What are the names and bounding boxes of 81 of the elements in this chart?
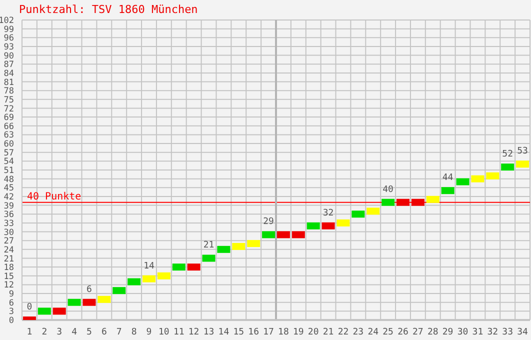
x-tick-label: 2	[42, 327, 48, 338]
x-tick-label: 21	[322, 327, 334, 338]
y-tick-label: 66	[4, 122, 14, 132]
x-tick-label: 9	[146, 327, 152, 338]
y-tick-label: 63	[4, 130, 14, 141]
x-tick-label: 29	[442, 327, 454, 338]
x-tick-label: 11	[173, 327, 184, 338]
data-label: 21	[203, 240, 214, 251]
data-label: 53	[517, 146, 528, 157]
data-label: 29	[263, 217, 274, 228]
x-tick-label: 17	[263, 327, 274, 338]
data-label: 14	[144, 261, 154, 272]
x-tick-label: 4	[72, 327, 78, 338]
data-label: 44	[442, 173, 454, 184]
x-tick-label: 14	[218, 327, 230, 338]
x-tick-label: 7	[116, 327, 122, 338]
y-tick-label: 90	[4, 51, 14, 62]
x-tick-label: 28	[427, 327, 438, 338]
y-tick-label: 6	[8, 298, 14, 308]
chart-title: Punktzahl: TSV 1860 München	[19, 3, 198, 16]
x-tick-label: 13	[203, 327, 214, 338]
data-label: 40	[382, 184, 394, 195]
y-tick-label: 3	[8, 307, 14, 318]
y-tick-label: 54	[4, 157, 14, 168]
x-tick-label: 5	[86, 327, 92, 338]
x-tick-label: 33	[502, 327, 514, 338]
x-tick-label: 16	[248, 327, 260, 338]
x-tick-label: 25	[382, 327, 394, 338]
x-tick-label: 26	[398, 327, 408, 338]
x-tick-label: 30	[457, 327, 468, 338]
y-tick-label: 48	[4, 174, 14, 185]
x-tick-label: 6	[101, 327, 107, 338]
y-tick-label: 15	[4, 272, 14, 282]
data-label: 32	[322, 208, 334, 218]
y-tick-label: 30	[4, 228, 14, 238]
y-tick-label: 75	[4, 95, 14, 106]
x-tick-label: 12	[188, 327, 200, 338]
y-tick-label: 51	[4, 166, 14, 176]
x-tick-label: 15	[233, 327, 244, 338]
data-label: 52	[502, 150, 514, 160]
y-tick-label: 9	[8, 290, 14, 300]
y-tick-label: 21	[4, 254, 14, 264]
ref-line-label: 40 Punkte	[27, 191, 82, 202]
y-tick-label: 99	[4, 24, 14, 35]
x-tick-label: 24	[368, 327, 379, 338]
x-tick-label: 31	[472, 327, 484, 338]
x-tick-label: 18	[278, 327, 289, 338]
y-tick-label: 39	[4, 201, 14, 212]
data-label: 0	[26, 302, 32, 312]
y-tick-label: 93	[4, 42, 14, 52]
x-tick-label: 1	[26, 327, 32, 338]
y-tick-label: 24	[4, 245, 14, 256]
y-tick-label: 72	[4, 104, 14, 114]
y-tick-label: 36	[4, 210, 14, 220]
data-label: 6	[86, 284, 92, 295]
y-tick-label: 33	[4, 218, 14, 229]
y-tick-label: 60	[4, 140, 14, 150]
x-tick-label: 27	[412, 327, 424, 338]
y-tick-label: 18	[4, 263, 14, 274]
y-tick-label: 57	[4, 148, 14, 158]
x-tick-label: 22	[338, 327, 349, 338]
y-tick-label: 27	[4, 236, 14, 247]
y-tick-label: 78	[4, 86, 14, 97]
y-tick-label: 96	[4, 34, 14, 44]
y-tick-label: 0	[8, 316, 14, 326]
y-tick-label: 12	[4, 280, 14, 291]
x-tick-label: 10	[158, 327, 170, 338]
x-tick-label: 19	[292, 327, 304, 338]
x-tick-label: 3	[56, 327, 62, 338]
y-tick-label: 42	[4, 192, 14, 202]
y-tick-label: 102	[0, 16, 14, 26]
x-tick-label: 23	[352, 327, 364, 338]
y-tick-label: 45	[4, 184, 14, 194]
y-tick-label: 84	[4, 68, 14, 79]
x-tick-label: 34	[517, 327, 528, 338]
y-tick-label: 87	[4, 60, 14, 70]
x-tick-label: 8	[131, 327, 137, 338]
x-tick-label: 32	[487, 327, 498, 338]
x-tick-label: 20	[308, 327, 319, 338]
y-tick-label: 69	[4, 113, 14, 124]
y-tick-label: 81	[4, 78, 14, 88]
